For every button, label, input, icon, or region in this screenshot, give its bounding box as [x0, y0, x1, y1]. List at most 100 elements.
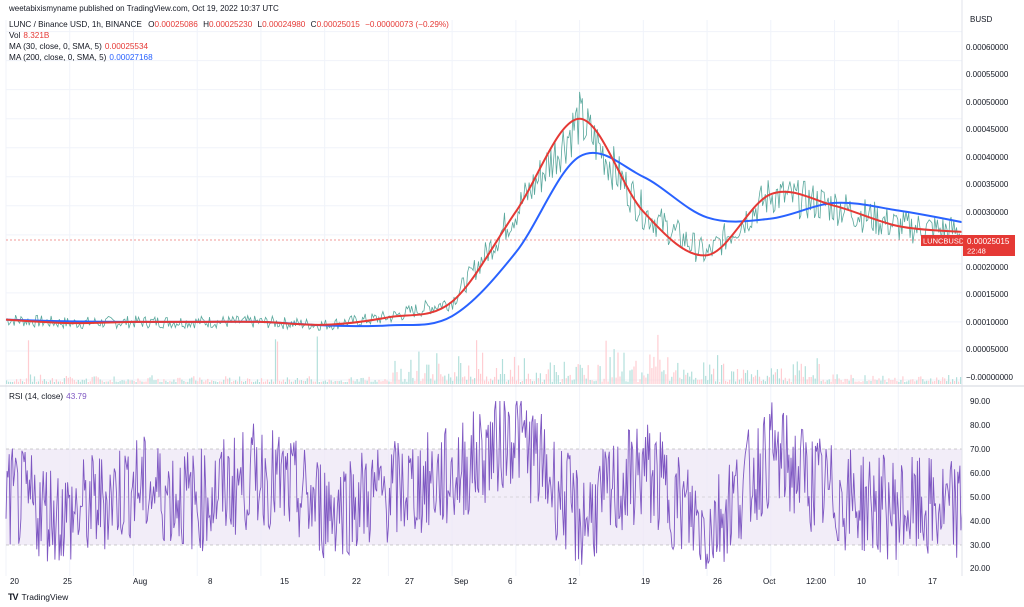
volume-bar: [488, 381, 490, 384]
ma30-legend: MA (30, close, 0, SMA, 5) 0.00025534: [9, 42, 148, 51]
volume-bar: [736, 369, 739, 384]
volume-bar: [735, 381, 737, 384]
volume-bar: [659, 359, 661, 384]
volume-bar: [382, 380, 384, 384]
volume-bar: [83, 380, 85, 384]
volume-bar: [665, 374, 667, 384]
volume-bar: [748, 381, 751, 384]
volume-bar: [272, 381, 275, 384]
volume-bar: [713, 368, 715, 384]
volume-bar: [384, 379, 386, 384]
volume-bar: [177, 377, 179, 384]
volume-bar: [472, 379, 474, 384]
price-tick: 0.00030000: [966, 208, 1009, 217]
volume-bar: [804, 366, 806, 384]
ma200-line: [5, 151, 963, 328]
volume-bar: [695, 377, 697, 384]
volume-bar: [468, 365, 470, 384]
volume-bar: [844, 378, 846, 384]
volume-bar: [131, 380, 133, 384]
volume-bar: [19, 378, 22, 384]
volume-bar: [219, 381, 221, 384]
volume-bar: [866, 381, 868, 384]
volume-bar: [466, 379, 468, 384]
volume-bar: [280, 381, 283, 384]
volume-bar: [627, 381, 629, 384]
price-candles: [5, 91, 963, 331]
volume-bar: [482, 352, 484, 384]
volume-bar: [637, 382, 639, 384]
volume-bar: [912, 379, 914, 384]
rsi-legend: RSI (14, close) 43.79: [9, 392, 87, 401]
volume-bar: [193, 376, 195, 384]
volume-bar: [159, 381, 161, 384]
volume-bar: [115, 381, 117, 384]
volume-bar: [73, 380, 75, 384]
volume-bar: [874, 379, 876, 384]
volume-bar: [842, 381, 844, 384]
volume-bar: [264, 381, 267, 384]
volume-bar: [35, 381, 38, 384]
volume-bar: [290, 381, 292, 384]
volume-bar: [868, 380, 870, 384]
volume-bar: [744, 372, 747, 384]
volume-bar: [215, 381, 217, 384]
volume-bar: [175, 381, 177, 384]
volume-bar: [822, 379, 824, 384]
volume-bar: [635, 360, 637, 384]
volume-bar: [768, 377, 770, 384]
volume-bar: [571, 380, 573, 384]
volume-bar: [956, 377, 958, 384]
volume-bar: [23, 382, 26, 384]
volume-bar: [756, 369, 759, 384]
time-tick: 12: [568, 577, 577, 586]
volume-bar: [420, 381, 422, 384]
volume-bar: [444, 375, 446, 384]
volume-bar: [37, 381, 40, 384]
volume-bar: [882, 375, 884, 384]
volume-bar: [29, 374, 32, 384]
volume-bar: [740, 378, 743, 384]
volume-bar: [306, 378, 308, 384]
volume-bar: [565, 378, 567, 384]
volume-bar: [147, 378, 149, 384]
volume-bar: [505, 381, 508, 384]
volume-bar: [613, 349, 615, 384]
volume-bar: [922, 379, 924, 384]
volume-bar: [183, 381, 185, 384]
volume-bar: [338, 381, 340, 384]
time-tick: 8: [208, 577, 213, 586]
volume-bar: [599, 366, 601, 384]
price-tick: 0.00060000: [966, 43, 1009, 52]
volume-bar: [251, 381, 253, 384]
volume-bar: [750, 374, 753, 384]
volume-bar: [368, 376, 370, 384]
volume-bar: [446, 380, 448, 384]
volume-bar: [888, 378, 890, 384]
volume-bar: [856, 381, 858, 384]
volume-bar: [302, 380, 304, 384]
tradingview-footer[interactable]: TV TradingView: [8, 592, 68, 602]
volume-bar: [484, 380, 486, 384]
volume-bar: [916, 380, 918, 384]
volume-bar: [195, 380, 197, 384]
rsi-value: 43.79: [66, 392, 87, 401]
time-tick: Oct: [763, 577, 776, 586]
volume-bar: [772, 374, 774, 384]
volume-bar: [480, 373, 482, 384]
price-tick: 0.00010000: [966, 318, 1009, 327]
volume-bar: [499, 374, 502, 384]
volume-bar: [607, 381, 609, 384]
ma200-legend: MA (200, close, 0, SMA, 5) 0.00027168: [9, 53, 153, 62]
last-price-label: 0.00025015: [967, 237, 1010, 246]
volume-bar: [936, 377, 938, 384]
volume-bar: [958, 381, 960, 384]
volume-bar: [647, 373, 649, 384]
volume-bar: [583, 374, 585, 384]
close-label: C: [310, 20, 317, 29]
volume-bar: [436, 353, 438, 384]
volume-bar: [679, 377, 681, 384]
volume-bar: [362, 377, 364, 384]
volume-bar: [374, 380, 376, 384]
volume-bar: [850, 374, 852, 384]
